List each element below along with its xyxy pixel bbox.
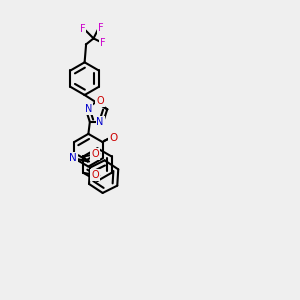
Text: F: F: [98, 23, 104, 33]
Text: F: F: [100, 38, 105, 48]
Text: F: F: [80, 25, 85, 34]
Text: N: N: [69, 153, 76, 164]
Text: O: O: [96, 96, 104, 106]
Text: O: O: [91, 170, 99, 180]
Text: O: O: [109, 133, 117, 143]
Text: O: O: [91, 149, 99, 159]
Text: N: N: [85, 104, 92, 114]
Text: N: N: [97, 117, 104, 127]
